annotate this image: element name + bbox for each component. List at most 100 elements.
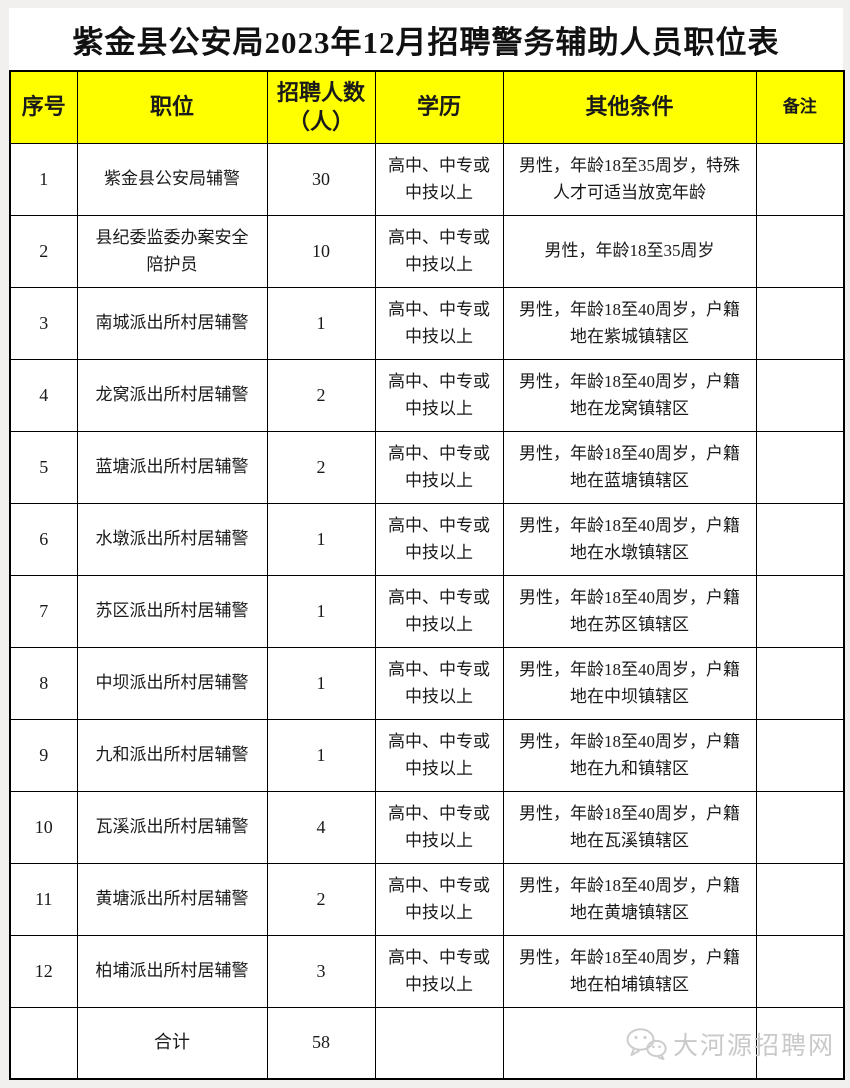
cell-conditions: 男性，年龄18至40周岁，户籍地在黄塘镇辖区 bbox=[502, 862, 757, 936]
cell-conditions: 男性，年龄18至40周岁，户籍地在苏区镇辖区 bbox=[502, 574, 757, 648]
total-label-cell: 合计 bbox=[76, 1006, 268, 1080]
cell-position: 黄塘派出所村居辅警 bbox=[76, 862, 268, 936]
cell-remark bbox=[755, 862, 845, 936]
cell-education: 高中、中专或中技以上 bbox=[374, 646, 504, 720]
cell-education: 高中、中专或中技以上 bbox=[374, 358, 504, 432]
cell-position: 瓦溪派出所村居辅警 bbox=[76, 790, 268, 864]
cell-count: 1 bbox=[266, 574, 376, 648]
cell-remark bbox=[755, 646, 845, 720]
cell-position: 蓝塘派出所村居辅警 bbox=[76, 430, 268, 504]
cell-education: 高中、中专或中技以上 bbox=[374, 142, 504, 216]
cell-education: 高中、中专或中技以上 bbox=[374, 286, 504, 360]
cell-conditions: 男性，年龄18至35周岁，特殊人才可适当放宽年龄 bbox=[502, 142, 757, 216]
cell-remark bbox=[755, 502, 845, 576]
cell-education: 高中、中专或中技以上 bbox=[374, 862, 504, 936]
cell-education: 高中、中专或中技以上 bbox=[374, 718, 504, 792]
cell-position: 县纪委监委办案安全陪护员 bbox=[76, 214, 268, 288]
cell-education: 高中、中专或中技以上 bbox=[374, 214, 504, 288]
header-position: 职位 bbox=[76, 70, 268, 144]
cell-no: 11 bbox=[9, 862, 78, 936]
table-row: 8 中坝派出所村居辅警 1 高中、中专或中技以上 男性，年龄18至40周岁，户籍… bbox=[9, 646, 845, 720]
cell-conditions: 男性，年龄18至40周岁，户籍地在龙窝镇辖区 bbox=[502, 358, 757, 432]
cell-remark bbox=[755, 718, 845, 792]
cell-no: 3 bbox=[9, 286, 78, 360]
table-body: 1 紫金县公安局辅警 30 高中、中专或中技以上 男性，年龄18至35周岁，特殊… bbox=[9, 142, 845, 1008]
total-count-cell: 58 bbox=[266, 1006, 376, 1080]
table-row: 3 南城派出所村居辅警 1 高中、中专或中技以上 男性，年龄18至40周岁，户籍… bbox=[9, 286, 845, 360]
total-conditions-cell bbox=[502, 1006, 757, 1080]
header-row: 序号 职位 招聘人数（人） 学历 其他条件 备注 bbox=[9, 70, 845, 144]
cell-remark bbox=[755, 790, 845, 864]
cell-education: 高中、中专或中技以上 bbox=[374, 790, 504, 864]
table-row: 11 黄塘派出所村居辅警 2 高中、中专或中技以上 男性，年龄18至40周岁，户… bbox=[9, 862, 845, 936]
cell-education: 高中、中专或中技以上 bbox=[374, 934, 504, 1008]
cell-count: 2 bbox=[266, 358, 376, 432]
cell-no: 1 bbox=[9, 142, 78, 216]
cell-count: 30 bbox=[266, 142, 376, 216]
cell-position: 龙窝派出所村居辅警 bbox=[76, 358, 268, 432]
cell-remark bbox=[755, 934, 845, 1008]
header-education: 学历 bbox=[374, 70, 504, 144]
table-header: 序号 职位 招聘人数（人） 学历 其他条件 备注 bbox=[9, 70, 845, 144]
cell-remark bbox=[755, 430, 845, 504]
cell-position: 南城派出所村居辅警 bbox=[76, 286, 268, 360]
cell-no: 4 bbox=[9, 358, 78, 432]
cell-position: 九和派出所村居辅警 bbox=[76, 718, 268, 792]
page-title: 紫金县公安局2023年12月招聘警务辅助人员职位表 bbox=[72, 24, 780, 60]
header-no: 序号 bbox=[9, 70, 78, 144]
table-footer: 合计 58 bbox=[9, 1006, 845, 1080]
cell-conditions: 男性，年龄18至40周岁，户籍地在柏埔镇辖区 bbox=[502, 934, 757, 1008]
cell-count: 2 bbox=[266, 430, 376, 504]
table-row: 6 水墩派出所村居辅警 1 高中、中专或中技以上 男性，年龄18至40周岁，户籍… bbox=[9, 502, 845, 576]
table-row: 10 瓦溪派出所村居辅警 4 高中、中专或中技以上 男性，年龄18至40周岁，户… bbox=[9, 790, 845, 864]
cell-no: 8 bbox=[9, 646, 78, 720]
total-remark-cell bbox=[755, 1006, 845, 1080]
total-no-cell bbox=[9, 1006, 78, 1080]
table-row: 1 紫金县公安局辅警 30 高中、中专或中技以上 男性，年龄18至35周岁，特殊… bbox=[9, 142, 845, 216]
table-row: 2 县纪委监委办案安全陪护员 10 高中、中专或中技以上 男性，年龄18至35周… bbox=[9, 214, 845, 288]
table-row: 9 九和派出所村居辅警 1 高中、中专或中技以上 男性，年龄18至40周岁，户籍… bbox=[9, 718, 845, 792]
document-sheet: 紫金县公安局2023年12月招聘警务辅助人员职位表 序号 职位 招聘人数（人） … bbox=[9, 8, 845, 1080]
cell-count: 1 bbox=[266, 718, 376, 792]
table-row: 5 蓝塘派出所村居辅警 2 高中、中专或中技以上 男性，年龄18至40周岁，户籍… bbox=[9, 430, 845, 504]
cell-count: 3 bbox=[266, 934, 376, 1008]
cell-remark bbox=[755, 214, 845, 288]
total-education-cell bbox=[374, 1006, 504, 1080]
positions-table: 序号 职位 招聘人数（人） 学历 其他条件 备注 1 紫金县公安局辅警 30 高… bbox=[9, 70, 845, 1080]
cell-education: 高中、中专或中技以上 bbox=[374, 502, 504, 576]
cell-remark bbox=[755, 358, 845, 432]
cell-conditions: 男性，年龄18至35周岁 bbox=[502, 214, 757, 288]
cell-position: 紫金县公安局辅警 bbox=[76, 142, 268, 216]
cell-count: 1 bbox=[266, 286, 376, 360]
header-remark: 备注 bbox=[755, 70, 845, 144]
cell-position: 中坝派出所村居辅警 bbox=[76, 646, 268, 720]
cell-conditions: 男性，年龄18至40周岁，户籍地在水墩镇辖区 bbox=[502, 502, 757, 576]
cell-conditions: 男性，年龄18至40周岁，户籍地在紫城镇辖区 bbox=[502, 286, 757, 360]
cell-position: 水墩派出所村居辅警 bbox=[76, 502, 268, 576]
cell-no: 6 bbox=[9, 502, 78, 576]
cell-position: 柏埔派出所村居辅警 bbox=[76, 934, 268, 1008]
cell-no: 12 bbox=[9, 934, 78, 1008]
cell-count: 2 bbox=[266, 862, 376, 936]
table-row: 7 苏区派出所村居辅警 1 高中、中专或中技以上 男性，年龄18至40周岁，户籍… bbox=[9, 574, 845, 648]
cell-remark bbox=[755, 142, 845, 216]
cell-no: 5 bbox=[9, 430, 78, 504]
cell-no: 10 bbox=[9, 790, 78, 864]
cell-conditions: 男性，年龄18至40周岁，户籍地在蓝塘镇辖区 bbox=[502, 430, 757, 504]
cell-conditions: 男性，年龄18至40周岁，户籍地在中坝镇辖区 bbox=[502, 646, 757, 720]
cell-count: 4 bbox=[266, 790, 376, 864]
cell-conditions: 男性，年龄18至40周岁，户籍地在瓦溪镇辖区 bbox=[502, 790, 757, 864]
table-row: 12 柏埔派出所村居辅警 3 高中、中专或中技以上 男性，年龄18至40周岁，户… bbox=[9, 934, 845, 1008]
table-row: 4 龙窝派出所村居辅警 2 高中、中专或中技以上 男性，年龄18至40周岁，户籍… bbox=[9, 358, 845, 432]
cell-count: 1 bbox=[266, 502, 376, 576]
total-row: 合计 58 bbox=[9, 1006, 845, 1080]
cell-remark bbox=[755, 286, 845, 360]
cell-no: 2 bbox=[9, 214, 78, 288]
cell-education: 高中、中专或中技以上 bbox=[374, 574, 504, 648]
cell-position: 苏区派出所村居辅警 bbox=[76, 574, 268, 648]
cell-count: 1 bbox=[266, 646, 376, 720]
header-conditions: 其他条件 bbox=[502, 70, 757, 144]
cell-remark bbox=[755, 574, 845, 648]
cell-education: 高中、中专或中技以上 bbox=[374, 430, 504, 504]
cell-conditions: 男性，年龄18至40周岁，户籍地在九和镇辖区 bbox=[502, 718, 757, 792]
